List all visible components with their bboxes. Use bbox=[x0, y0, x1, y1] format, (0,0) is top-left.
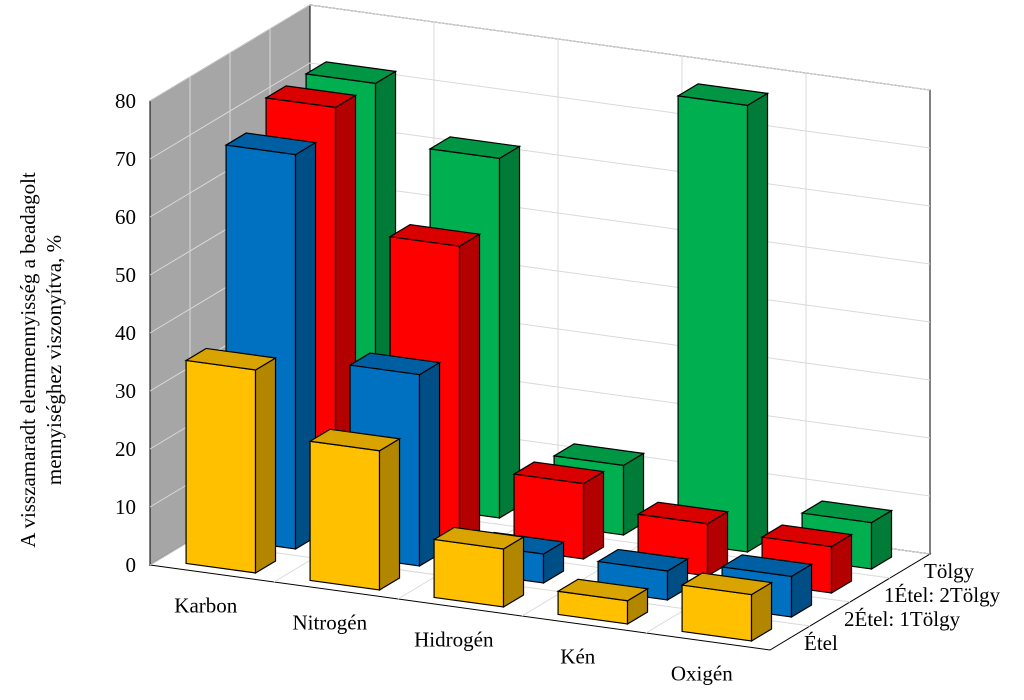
y-tick-label: 30 bbox=[115, 379, 136, 403]
x-tick-label: Oxigén bbox=[671, 662, 733, 686]
bar-top bbox=[676, 83, 770, 107]
y-tick-label: 50 bbox=[115, 263, 136, 287]
bar-top bbox=[720, 554, 814, 578]
bar-side bbox=[418, 361, 441, 568]
x-tick-label: Karbon bbox=[174, 594, 237, 618]
bar-top bbox=[552, 443, 646, 467]
bar-top bbox=[760, 524, 854, 548]
bar-side bbox=[254, 356, 277, 575]
y-axis-title-line: A visszamaradt elemmennyisség a beadagol… bbox=[16, 172, 40, 548]
bar-top bbox=[512, 461, 606, 485]
legend-label: Étel bbox=[804, 631, 838, 655]
y-tick-label: 0 bbox=[126, 553, 137, 577]
bar-top bbox=[596, 548, 690, 572]
bar-top bbox=[680, 572, 774, 596]
y-axis-title-line: mennyiséghez viszonyítva, % bbox=[42, 235, 66, 485]
bar-top bbox=[432, 526, 526, 550]
bar-top bbox=[264, 85, 358, 109]
bar-top bbox=[308, 428, 402, 452]
bar-side bbox=[378, 437, 401, 592]
y-tick-label: 20 bbox=[115, 437, 136, 461]
bar-side bbox=[458, 233, 481, 544]
y-axis-title: A visszamaradt elemmennyisség a beadagol… bbox=[16, 172, 66, 548]
bar-front bbox=[433, 538, 505, 608]
bar-top bbox=[224, 132, 318, 156]
bar bbox=[676, 83, 770, 554]
x-tick-label: Kén bbox=[560, 645, 595, 669]
bar-top bbox=[556, 578, 650, 602]
bar bbox=[184, 347, 278, 575]
bar-top bbox=[636, 501, 730, 525]
y-tick-label: 70 bbox=[115, 147, 136, 171]
bar-top bbox=[388, 224, 482, 247]
bar-top bbox=[800, 500, 894, 524]
bar-side bbox=[498, 145, 521, 520]
bar bbox=[680, 572, 774, 643]
y-tick-label: 60 bbox=[115, 205, 136, 229]
legend-label: Tölgy bbox=[924, 559, 975, 583]
grid-line bbox=[149, 4, 931, 102]
bar bbox=[432, 526, 526, 609]
y-tick-label: 10 bbox=[115, 495, 136, 519]
legend-label: 1Étel: 2Tölgy bbox=[884, 583, 1001, 607]
bar-front bbox=[309, 440, 381, 591]
y-tick-label: 80 bbox=[115, 89, 136, 113]
bar-front bbox=[185, 359, 257, 574]
bar-top bbox=[184, 347, 278, 371]
bar-top bbox=[348, 352, 442, 376]
bar-front bbox=[677, 95, 749, 553]
y-tick-label: 40 bbox=[115, 321, 136, 345]
bar-top bbox=[428, 136, 522, 160]
x-tick-label: Hidrogén bbox=[414, 628, 494, 652]
bar-side bbox=[746, 92, 769, 554]
legend-label: 2Étel: 1Tölgy bbox=[844, 607, 961, 631]
bar-top bbox=[304, 61, 398, 85]
x-tick-label: Nitrogén bbox=[292, 611, 367, 635]
bar bbox=[556, 578, 650, 626]
bar-side bbox=[582, 470, 605, 561]
bar bbox=[308, 428, 402, 592]
